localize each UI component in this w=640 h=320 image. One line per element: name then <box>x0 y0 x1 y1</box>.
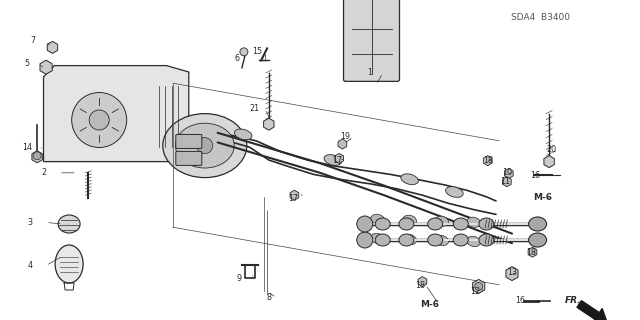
Ellipse shape <box>72 92 127 148</box>
Text: 2: 2 <box>41 168 46 177</box>
Text: 4: 4 <box>28 261 33 270</box>
Ellipse shape <box>375 234 390 246</box>
Ellipse shape <box>445 187 463 197</box>
Ellipse shape <box>399 218 414 230</box>
Ellipse shape <box>479 218 494 230</box>
Ellipse shape <box>399 234 414 246</box>
Ellipse shape <box>58 215 80 233</box>
Text: 12: 12 <box>470 287 480 296</box>
Circle shape <box>357 216 372 232</box>
Circle shape <box>89 110 109 130</box>
Ellipse shape <box>163 114 247 178</box>
Text: 7: 7 <box>31 36 36 45</box>
Circle shape <box>33 152 41 160</box>
Text: 18: 18 <box>526 248 536 257</box>
Text: 11: 11 <box>500 177 511 186</box>
Ellipse shape <box>529 217 547 231</box>
Circle shape <box>240 48 248 56</box>
Ellipse shape <box>175 123 234 168</box>
Circle shape <box>475 283 483 291</box>
Ellipse shape <box>234 129 252 140</box>
Text: 5: 5 <box>24 59 29 68</box>
Ellipse shape <box>467 236 481 247</box>
Ellipse shape <box>428 234 443 246</box>
Text: 15: 15 <box>252 47 262 56</box>
Text: 18: 18 <box>415 281 425 290</box>
Text: 17: 17 <box>288 194 298 203</box>
Text: FR.: FR. <box>564 296 581 305</box>
Ellipse shape <box>55 245 83 283</box>
Ellipse shape <box>453 234 468 246</box>
Text: 6: 6 <box>234 54 239 63</box>
FancyBboxPatch shape <box>176 151 202 165</box>
Polygon shape <box>44 66 189 162</box>
Text: 21: 21 <box>250 104 260 113</box>
FancyBboxPatch shape <box>176 134 202 148</box>
Text: 19: 19 <box>340 132 351 141</box>
Text: 17: 17 <box>332 156 342 165</box>
Ellipse shape <box>324 155 342 165</box>
Text: 14: 14 <box>22 143 32 152</box>
Ellipse shape <box>403 234 417 245</box>
Ellipse shape <box>453 218 468 230</box>
Text: 20: 20 <box>547 145 557 154</box>
Ellipse shape <box>479 234 494 246</box>
Text: M-6: M-6 <box>420 300 440 309</box>
Ellipse shape <box>375 218 390 230</box>
Ellipse shape <box>529 233 547 247</box>
Ellipse shape <box>403 215 417 225</box>
Text: 3: 3 <box>28 218 33 227</box>
Circle shape <box>197 138 213 154</box>
Text: 1: 1 <box>367 68 372 77</box>
Ellipse shape <box>371 214 385 224</box>
FancyBboxPatch shape <box>344 0 399 81</box>
Ellipse shape <box>435 235 449 246</box>
Text: 9: 9 <box>236 274 241 283</box>
FancyArrow shape <box>577 301 607 320</box>
Circle shape <box>357 232 372 248</box>
Text: 10: 10 <box>502 168 512 177</box>
Text: 16: 16 <box>530 171 540 180</box>
Text: M-6: M-6 <box>533 193 552 202</box>
Ellipse shape <box>467 217 481 227</box>
Ellipse shape <box>435 216 449 226</box>
Ellipse shape <box>371 233 385 244</box>
Ellipse shape <box>428 218 443 230</box>
Text: SDA4  B3400: SDA4 B3400 <box>511 13 570 22</box>
Ellipse shape <box>401 174 419 185</box>
Text: 18: 18 <box>483 156 493 165</box>
Text: 13: 13 <box>507 268 517 277</box>
Text: 8: 8 <box>266 293 271 302</box>
Text: 16: 16 <box>515 296 525 305</box>
